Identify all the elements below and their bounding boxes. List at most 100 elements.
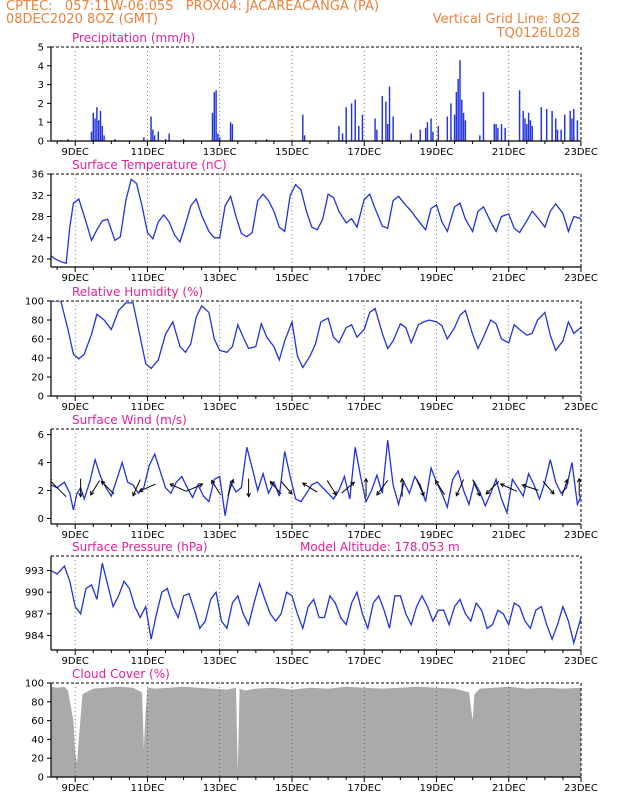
x-tick-label: 11DEC <box>131 402 165 413</box>
wind-arrow <box>376 480 389 496</box>
x-tick-label: 23DEC <box>564 273 598 284</box>
x-tick-label: 9DEC <box>62 402 89 413</box>
header-station-line: CPTEC: 057:11W-06:05S PROX04: JACAREACAN… <box>6 0 380 14</box>
precip-bar <box>168 133 170 141</box>
panel-1: Surface Temperature (nC) 20 24 28 32 36 9DEC 11… <box>31 158 598 284</box>
wind-arrow-head <box>420 491 425 497</box>
model-altitude-note: Model Altitude: 178.053 m <box>300 540 460 554</box>
precip-bar <box>392 116 394 141</box>
plot-area <box>60 60 579 141</box>
precip-bar <box>531 125 533 141</box>
x-tick-label: 21DEC <box>492 530 526 541</box>
precip-bar <box>410 133 412 141</box>
y-tick-label: 20 <box>31 373 44 384</box>
precip-bar <box>354 99 356 141</box>
wind-arrow <box>169 483 187 492</box>
precip-bar <box>150 116 152 141</box>
wind-arrow <box>280 481 293 495</box>
header-run-id: TQ0126L028 <box>496 26 580 41</box>
wind-arrow-head <box>376 490 381 496</box>
precip-bar <box>437 125 440 141</box>
x-tick-label: 13DEC <box>203 273 237 284</box>
x-tick-label: 11DEC <box>131 147 165 158</box>
wind-arrow-head <box>435 479 440 485</box>
x-tick-label: 15DEC <box>275 273 309 284</box>
y-tick-label: 990 <box>25 588 44 599</box>
x-tick-label: 17DEC <box>347 147 381 158</box>
precip-bar <box>361 114 364 141</box>
precip-bar <box>450 103 452 141</box>
wind-arrow-head <box>229 478 235 484</box>
x-tick-label: 17DEC <box>347 402 381 413</box>
wind-arrow-head <box>211 479 216 485</box>
panel-title: Precipitation (mm/h) <box>72 31 195 45</box>
x-tick-label: 21DEC <box>492 656 526 667</box>
x-tick-label: 19DEC <box>420 273 454 284</box>
precip-bar <box>540 107 542 141</box>
x-tick-label: 21DEC <box>492 147 526 158</box>
y-tick-label: 32 <box>31 191 44 202</box>
x-tick-label: 23DEC <box>564 530 598 541</box>
x-tick-label: 13DEC <box>203 783 237 794</box>
y-tick-label: 36 <box>31 170 44 181</box>
y-tick-label: 993 <box>25 566 44 577</box>
wind-arrow <box>472 479 481 496</box>
precip-bar <box>385 101 387 141</box>
x-tick-label: 13DEC <box>203 402 237 413</box>
panel-title: Surface Pressure (hPa) <box>72 540 208 554</box>
y-tick-label: 60 <box>31 716 44 727</box>
plot-area <box>51 440 581 516</box>
series-line <box>51 563 581 646</box>
precip-bar <box>358 125 360 141</box>
wind-arrow-head <box>90 490 95 496</box>
precip-bar <box>229 122 232 141</box>
y-tick-label: 60 <box>31 335 44 346</box>
y-tick-label: 1 <box>38 118 44 129</box>
precip-bar <box>453 114 456 141</box>
precip-bar <box>374 118 376 141</box>
y-tick-label: 40 <box>31 735 44 746</box>
y-tick-label: 100 <box>25 297 44 308</box>
y-tick-label: 0 <box>38 514 44 525</box>
precip-bar <box>213 92 216 141</box>
precip-bar <box>459 60 461 141</box>
precip-bar <box>545 109 548 141</box>
panel-2: Relative Humidity (%) 0 20 40 60 80 100 9DEC 11D… <box>25 285 598 413</box>
wind-arrow <box>227 479 234 496</box>
precip-bar <box>571 118 573 141</box>
y-tick-label: 0 <box>38 773 44 784</box>
wind-arrow-head <box>246 492 251 498</box>
precip-bar <box>345 107 347 141</box>
precip-bar <box>461 99 463 141</box>
panel-4: Surface Pressure (hPa) Model Altitude: 17… <box>25 540 598 667</box>
plot-area <box>51 686 581 777</box>
precip-bar <box>92 112 94 141</box>
y-tick-label: 4 <box>38 458 44 469</box>
wind-arrow-head <box>198 483 204 488</box>
precip-bar <box>350 103 353 141</box>
precip-bar <box>573 109 575 141</box>
wind-arrow-head <box>138 487 144 493</box>
precip-bar <box>564 114 566 141</box>
header-date-line: 08DEC2020 8OZ (GMT) <box>6 12 158 27</box>
panel-0: Precipitation (mm/h) 0 1 2 3 4 5 9DEC 11DEC 13DEC… <box>38 31 598 158</box>
panel-title: Cloud Cover (%) <box>72 667 170 681</box>
precip-bar <box>217 133 219 141</box>
precip-bar <box>143 137 145 141</box>
precip-bar <box>446 116 449 141</box>
wind-arrow <box>302 482 318 493</box>
wind-arrow-head <box>549 489 555 495</box>
y-tick-label: 100 <box>25 679 44 690</box>
wind-arrow-head <box>169 483 175 488</box>
wind-arrow <box>139 483 156 492</box>
precip-bar <box>386 124 389 141</box>
y-tick-label: 80 <box>31 697 44 708</box>
precip-bar <box>338 125 340 141</box>
precip-bar <box>96 107 98 141</box>
wind-arrow <box>132 479 141 496</box>
wind-arrow <box>326 480 337 496</box>
precip-bar <box>495 124 497 141</box>
panel-title: Surface Temperature (nC) <box>72 158 227 172</box>
x-tick-label: 11DEC <box>131 656 165 667</box>
